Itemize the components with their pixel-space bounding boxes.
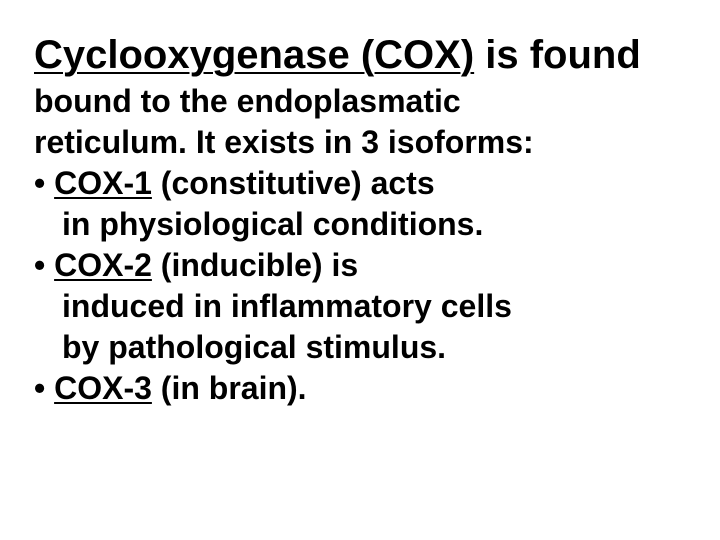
bullet-2-cont-1: induced in inflammatory cells (34, 286, 692, 327)
body-line-1: bound to the endoplasmatic (34, 81, 692, 122)
bullet-1: • COX-1 (constitutive) acts (34, 163, 692, 204)
bullet-1-label: COX-1 (54, 165, 152, 201)
bullet-3: • COX-3 (in brain). (34, 368, 692, 409)
heading-line: Cyclooxygenase (COX) is found (34, 30, 692, 81)
bullet-3-rest: (in brain). (152, 370, 307, 406)
bullet-dot-icon: • (34, 247, 45, 283)
heading-rest: is found (474, 33, 641, 77)
bullet-dot-icon: • (34, 370, 45, 406)
bullet-1-rest: (constitutive) acts (152, 165, 435, 201)
bullet-2: • COX-2 (inducible) is (34, 245, 692, 286)
bullet-2-rest: (inducible) is (152, 247, 358, 283)
bullet-2-label: COX-2 (54, 247, 152, 283)
bullet-2-cont-2: by pathological stimulus. (34, 327, 692, 368)
bullet-1-cont-1: in physiological conditions. (34, 204, 692, 245)
bullet-dot-icon: • (34, 165, 45, 201)
slide: Cyclooxygenase (COX) is found bound to t… (0, 0, 720, 540)
body-line-2: reticulum. It exists in 3 isoforms: (34, 122, 692, 163)
heading-underlined: Cyclooxygenase (COX) (34, 33, 474, 77)
bullet-3-label: COX-3 (54, 370, 152, 406)
